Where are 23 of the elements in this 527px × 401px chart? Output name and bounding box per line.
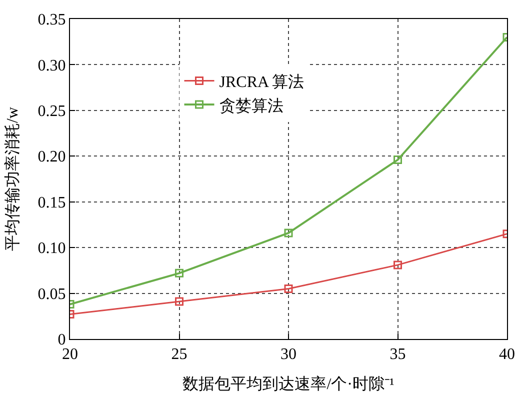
x-tick-label: 40 — [499, 346, 515, 364]
x-tick-label: 35 — [390, 346, 406, 364]
point — [394, 260, 402, 270]
y-tick-label: 0.25 — [38, 103, 66, 120]
y-tick-label: 0.05 — [38, 286, 66, 303]
point — [284, 284, 293, 293]
x-axis-title: 数据包平均到达速率/个·时隙⁻¹ — [182, 374, 394, 393]
point — [284, 228, 293, 238]
y-tick-label: 0 — [58, 332, 66, 349]
y-tick-label: 0.10 — [38, 240, 66, 258]
point — [394, 156, 402, 164]
x-tick-label: 20 — [62, 346, 78, 364]
point — [175, 268, 184, 278]
y-tick-label: 0.15 — [38, 194, 66, 212]
legend-label: 贪婪算法 — [219, 96, 284, 115]
y-axis-title: 平均传输功率消耗/w — [4, 106, 22, 251]
x-tick-label: 25 — [171, 346, 188, 364]
legend-label: JRCRA 算法 — [219, 72, 304, 91]
x-tick-label: 30 — [280, 346, 296, 364]
point — [175, 297, 184, 306]
y-tick-label: 0.35 — [38, 12, 66, 29]
y-tick-label: 0.30 — [38, 57, 66, 74]
y-tick-label: 0.20 — [38, 148, 66, 166]
